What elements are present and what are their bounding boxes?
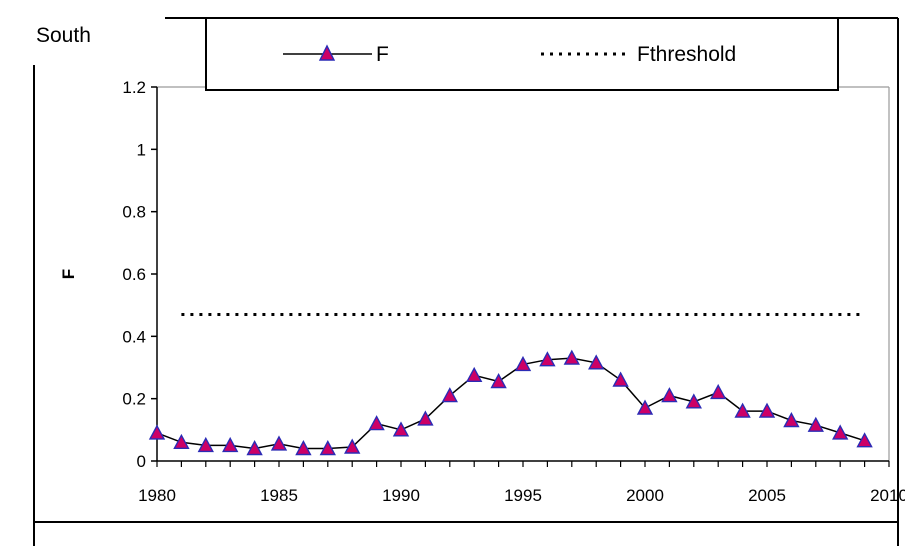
f-data-point: [197, 436, 214, 453]
x-tick-label: 1985: [260, 486, 298, 505]
f-data-point: [685, 393, 702, 409]
y-ticks: 0 0.2 0.4 0.6 0.8 1 1.2: [122, 78, 157, 471]
f-data-point: [539, 351, 556, 367]
f-data-point: [612, 371, 629, 387]
f-data-point: [417, 410, 434, 426]
f-data-point: [319, 440, 336, 456]
x-tick-label: 1980: [138, 486, 176, 505]
f-series-line: [156, 357, 865, 450]
f-data-point: [514, 355, 532, 372]
f-data-point: [466, 366, 483, 382]
f-data-point: [344, 438, 361, 454]
y-axis-label: F: [59, 269, 78, 279]
f-data-point: [441, 387, 458, 403]
y-tick-label: 0.8: [122, 203, 146, 222]
f-data-point: [392, 421, 410, 437]
f-data-point: [734, 402, 751, 418]
f-data-point: [246, 440, 263, 456]
y-tick-label: 0: [137, 452, 146, 471]
legend-f-marker-icon: [318, 44, 336, 61]
series-layer: [148, 349, 873, 456]
y-tick-label: 0.2: [122, 390, 146, 409]
y-tick-label: 0.6: [122, 265, 146, 284]
f-data-point: [588, 354, 605, 370]
f-data-point: [661, 387, 678, 403]
legend: F Fthreshold: [205, 17, 839, 91]
y-tick-label: 0.4: [122, 327, 146, 346]
f-data-point: [295, 440, 312, 456]
y-tick-label: 1.2: [122, 78, 146, 97]
f-data-point: [173, 433, 190, 449]
x-tick-label: 2005: [748, 486, 786, 505]
f-data-point: [563, 349, 580, 365]
f-data-point: [148, 424, 166, 440]
x-tick-label: 2010: [870, 486, 905, 505]
x-tick-label: 1995: [504, 486, 542, 505]
f-data-point: [758, 402, 776, 418]
f-data-point: [856, 432, 873, 448]
x-ticks: 1980 1985 1990 1995 2000 2005 2010: [138, 461, 905, 505]
x-tick-label: 2000: [626, 486, 664, 505]
f-data-point: [222, 436, 239, 453]
f-data-point: [636, 399, 654, 415]
legend-threshold-label: Fthreshold: [637, 43, 736, 66]
f-data-point: [807, 416, 824, 432]
f-data-point: [368, 415, 385, 431]
x-tick-label: 1990: [382, 486, 420, 505]
f-data-point: [783, 412, 800, 428]
f-data-point: [270, 435, 288, 451]
f-data-point: [832, 424, 849, 440]
panel-label: South: [36, 24, 91, 47]
f-data-point: [490, 373, 507, 389]
legend-f-label: F: [376, 43, 389, 66]
y-tick-label: 1: [137, 140, 146, 159]
f-data-point: [710, 383, 727, 400]
